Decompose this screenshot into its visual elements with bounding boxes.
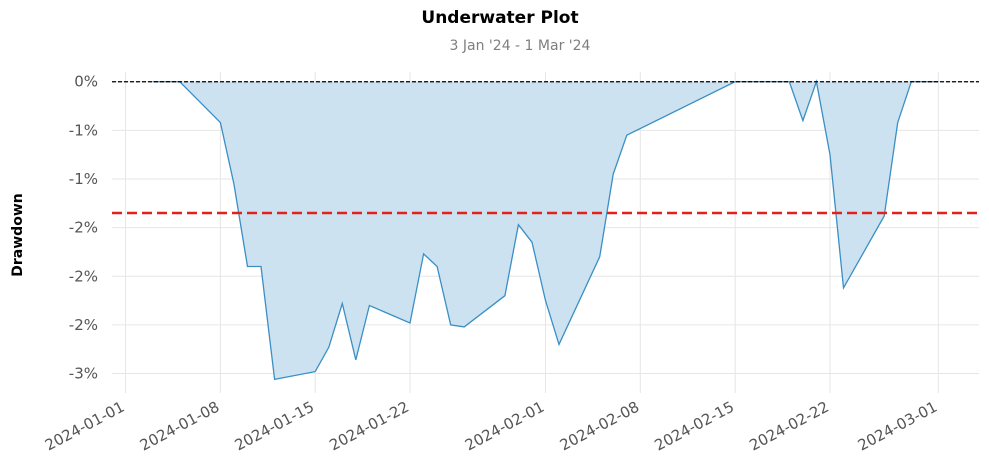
y-tick-label: -1% xyxy=(69,170,98,188)
y-tick-label: -2% xyxy=(69,316,98,334)
x-tick-label: 2024-01-08 xyxy=(137,398,222,455)
drawdown-area-group xyxy=(152,79,939,381)
x-tick-label: 2024-02-01 xyxy=(462,398,547,455)
x-tick-label: 2024-02-15 xyxy=(652,398,737,455)
x-tick-label: 2024-02-22 xyxy=(746,398,831,455)
y-tick-label: 0% xyxy=(74,73,98,91)
y-axis-label: Drawdown xyxy=(10,193,26,276)
x-tick-label: 2024-02-08 xyxy=(557,398,642,455)
x-tick-label: 2024-01-15 xyxy=(232,398,317,455)
y-tick-label: -2% xyxy=(69,219,98,237)
x-tick-labels: 2024-01-01 2024-01-08 2024-01-15 2024-01-22… xyxy=(42,398,940,455)
y-tick-label: -1% xyxy=(69,121,98,139)
chart-title: Underwater Plot xyxy=(421,8,578,28)
y-tick-label: -3% xyxy=(69,365,98,383)
y-tick-labels: 0% -1% -1% -2% -2% -2% -3% xyxy=(69,73,98,383)
x-tick-label: 2024-03-01 xyxy=(855,398,940,455)
chart-subtitle: 3 Jan '24 - 1 Mar '24 xyxy=(450,38,591,54)
drawdown-line xyxy=(152,79,939,381)
reference-lines xyxy=(112,81,979,215)
x-tick-label: 2024-01-01 xyxy=(42,398,127,455)
drawdown-area xyxy=(152,81,939,380)
x-tick-label: 2024-01-22 xyxy=(326,398,411,455)
y-tick-label: -2% xyxy=(69,267,98,285)
